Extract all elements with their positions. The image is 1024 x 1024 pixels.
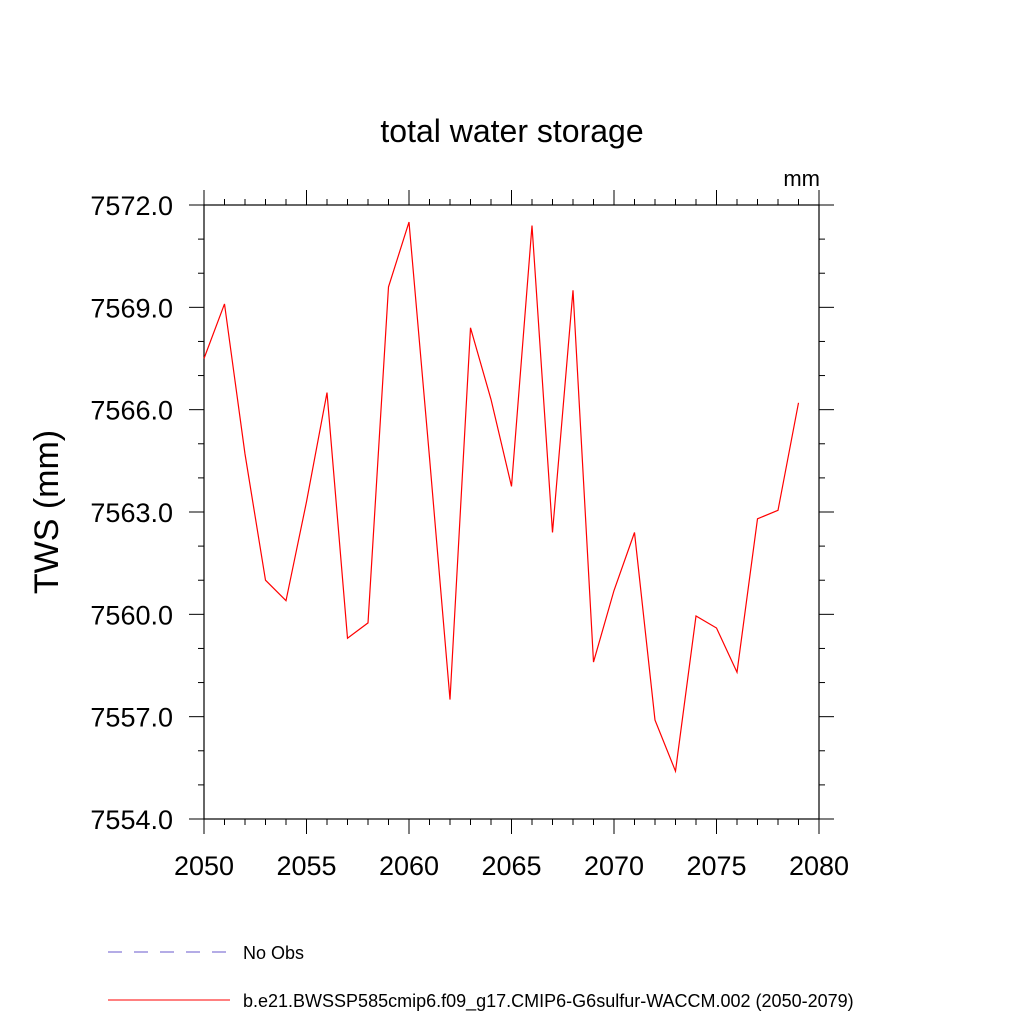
x-tick-label: 2055: [276, 851, 336, 881]
y-tick-label: 7566.0: [90, 396, 173, 426]
tick-labels: 2050 2055 2060 2065 2070 2075 2080 7554.0 7557.0…: [90, 191, 849, 881]
series-line: [203, 221, 800, 774]
y-tick-label: 7557.0: [90, 703, 173, 733]
x-tick-label: 2075: [686, 851, 746, 881]
x-tick-label: 2065: [481, 851, 541, 881]
x-tick-label: 2080: [789, 851, 849, 881]
y-tick-label: 7563.0: [90, 498, 173, 528]
legend-label: b.e21.BWSSP585cmip6.f09_g17.CMIP6-G6sulf…: [243, 991, 854, 1012]
plot-frame: [203, 204, 820, 820]
chart-title: total water storage: [380, 113, 643, 149]
x-tick-label: 2050: [174, 851, 234, 881]
y-tick-label: 7554.0: [90, 805, 173, 835]
y-tick-label: 7572.0: [90, 191, 173, 221]
axis-ticks: [189, 190, 834, 834]
legend-label: No Obs: [243, 943, 304, 963]
x-tick-label: 2070: [584, 851, 644, 881]
units-label: mm: [783, 166, 820, 191]
x-tick-label: 2060: [379, 851, 439, 881]
y-axis-label: TWS (mm): [28, 430, 66, 594]
y-tick-label: 7569.0: [90, 293, 173, 323]
series-layer: [203, 221, 800, 774]
legend: No Obs b.e21.BWSSP585cmip6.f09_g17.CMIP6-…: [108, 943, 854, 1012]
y-tick-label: 7560.0: [90, 600, 173, 630]
